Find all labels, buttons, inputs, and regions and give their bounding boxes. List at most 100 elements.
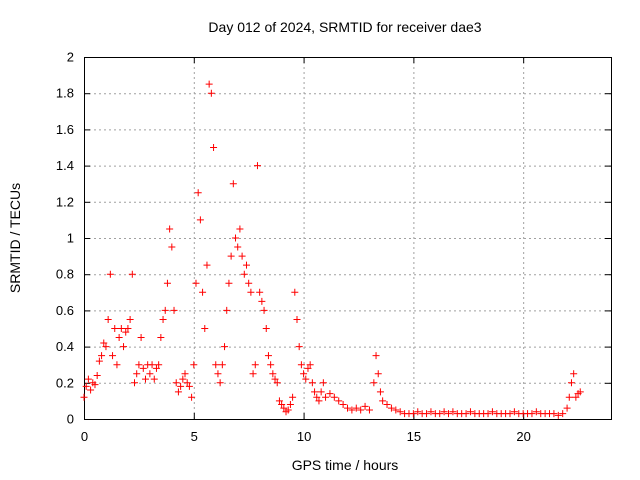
data-point	[194, 189, 202, 197]
data-point	[93, 372, 101, 380]
data-point	[148, 361, 156, 369]
data-point	[348, 406, 356, 414]
data-point	[370, 379, 378, 387]
data-point	[109, 352, 117, 360]
data-point	[280, 404, 288, 412]
data-point	[440, 408, 448, 416]
data-point	[554, 411, 562, 419]
data-point	[409, 410, 417, 418]
data-point	[576, 388, 584, 396]
y-tick-label: 1	[67, 231, 74, 246]
data-point	[304, 364, 312, 372]
data-point	[161, 306, 169, 314]
data-point	[203, 261, 211, 269]
data-point	[126, 315, 134, 323]
x-tick-label: 5	[191, 429, 198, 444]
data-point	[190, 361, 198, 369]
y-axis-label: SRMTID / TECUs	[7, 183, 23, 293]
data-point	[563, 404, 571, 412]
data-point	[188, 393, 196, 401]
data-point	[98, 352, 106, 360]
data-point	[258, 297, 266, 305]
data-point	[120, 343, 128, 351]
data-point	[111, 325, 119, 332]
data-point	[242, 261, 250, 269]
data-point	[100, 339, 108, 347]
data-point	[532, 408, 540, 416]
data-point	[449, 408, 457, 416]
data-point	[565, 393, 573, 401]
data-point	[300, 370, 308, 378]
data-point	[570, 370, 578, 378]
data-point	[102, 343, 110, 351]
data-point	[146, 370, 154, 378]
data-point	[137, 334, 145, 342]
x-tick-label: 10	[297, 429, 311, 444]
data-point	[253, 162, 261, 170]
data-point	[135, 361, 143, 369]
data-point	[251, 361, 259, 369]
data-point	[115, 334, 123, 342]
data-point	[284, 406, 292, 414]
data-point	[91, 381, 99, 389]
data-point	[139, 364, 147, 372]
data-point	[376, 388, 384, 396]
data-point	[379, 397, 387, 405]
data-point	[264, 352, 272, 360]
data-point	[387, 404, 395, 412]
data-point	[273, 379, 281, 387]
data-point	[212, 361, 220, 369]
data-point	[141, 375, 149, 383]
data-point	[293, 315, 301, 323]
data-point	[335, 397, 343, 405]
data-point	[297, 361, 305, 369]
x-tick-label: 0	[81, 429, 88, 444]
data-point	[488, 408, 496, 416]
data-point	[210, 144, 218, 151]
data-point	[214, 370, 222, 378]
data-point	[326, 390, 334, 398]
data-point	[199, 288, 207, 296]
chart-title: Day 012 of 2024, SRMTID for receiver dae…	[208, 19, 481, 35]
data-point	[269, 370, 277, 378]
data-point	[567, 379, 575, 387]
data-point	[361, 402, 369, 410]
data-point	[302, 375, 310, 383]
data-point	[383, 401, 391, 409]
data-points	[80, 80, 584, 419]
data-point	[131, 379, 139, 387]
data-point	[427, 408, 435, 416]
data-point	[163, 279, 171, 287]
y-tick-label: 0.6	[56, 303, 74, 318]
data-point	[232, 234, 240, 242]
data-point	[357, 406, 365, 414]
data-point	[238, 252, 246, 260]
data-point	[168, 243, 176, 251]
y-tick-label: 0.4	[56, 339, 74, 354]
y-tick-label: 1.2	[56, 194, 74, 209]
data-point	[528, 410, 536, 418]
data-point	[462, 410, 470, 418]
data-point	[122, 328, 130, 336]
data-point	[181, 370, 189, 378]
data-point	[559, 410, 567, 418]
data-point	[289, 393, 297, 401]
data-point	[256, 288, 264, 296]
data-point	[322, 393, 330, 401]
data-point	[436, 410, 444, 418]
data-point	[113, 361, 121, 369]
data-point	[245, 279, 253, 287]
y-tick-label: 0	[67, 412, 74, 427]
data-point	[179, 375, 187, 383]
data-point	[166, 225, 174, 233]
data-point	[506, 410, 514, 418]
data-point	[423, 410, 431, 418]
data-point	[221, 343, 229, 351]
data-point	[170, 306, 178, 314]
data-point	[344, 404, 351, 412]
data-point	[262, 325, 270, 332]
data-point	[216, 379, 224, 387]
data-point	[234, 243, 242, 251]
data-point	[174, 388, 182, 396]
